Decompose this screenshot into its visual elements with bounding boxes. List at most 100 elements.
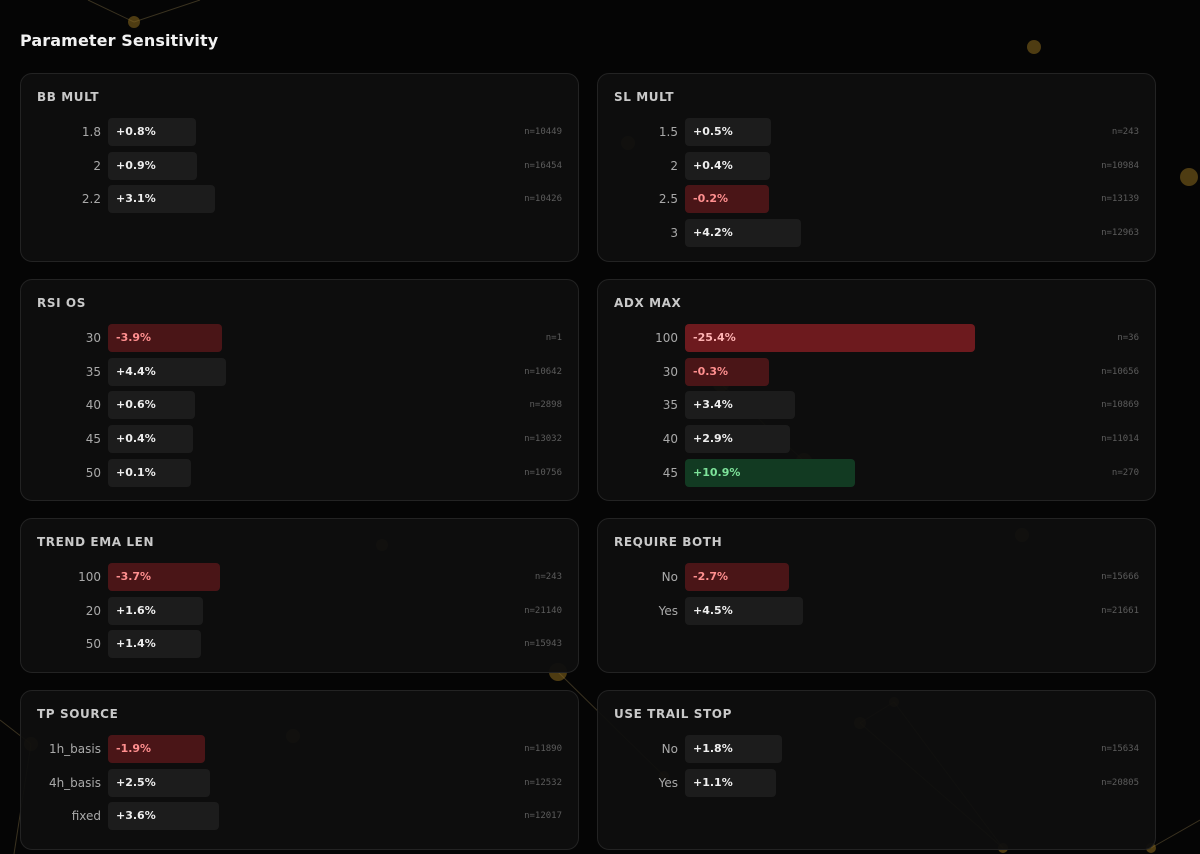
sensitivity-row: 40 +2.9% n=11014 [598, 425, 1155, 459]
sample-count: n=16454 [524, 160, 562, 171]
sensitivity-row: Yes +4.5% n=21661 [598, 596, 1155, 631]
network-link [87, 0, 135, 23]
card-title: SL MULT [614, 90, 675, 104]
value-bar: +3.4% [685, 391, 795, 420]
sensitivity-row: fixed +3.6% n=12017 [21, 802, 578, 836]
sensitivity-row: 100 -3.7% n=243 [21, 563, 578, 597]
sensitivity-card: RSI OS 30 -3.9% n=1 35 +4.4% n=10642 40 +0.6% n=2… [20, 279, 579, 501]
row-label: 40 [85, 398, 101, 413]
value-bar: -1.9% [108, 735, 205, 763]
row-label: Yes [658, 603, 678, 618]
row-label: 3 [670, 226, 678, 241]
value-bar: -0.3% [685, 357, 769, 386]
sensitivity-card: TREND EMA LEN 100 -3.7% n=243 20 +1.6% n=21140… [20, 518, 579, 673]
sensitivity-card: ADX MAX 100 -25.4% n=36 30 -0.3% n=10656 35 +3.4… [597, 279, 1156, 501]
row-label: 4h_basis [48, 775, 101, 790]
value-bar: +0.8% [108, 118, 196, 146]
row-label: 50 [85, 637, 101, 652]
row-label: 1.5 [658, 125, 678, 139]
card-rows: 1h_basis -1.9% n=11890 4h_basis +2.5% n=12532… [21, 735, 578, 836]
row-label: 100 [78, 570, 101, 584]
sample-count: n=12963 [1101, 228, 1139, 239]
sensitivity-row: 1h_basis -1.9% n=11890 [21, 735, 578, 769]
card-rows: 100 -3.7% n=243 20 +1.6% n=21140 50 +1.4% n=1594… [21, 563, 578, 664]
sensitivity-card: BB MULT 1.8 +0.8% n=10449 2 +0.9% n=16454 2.2 +3… [20, 73, 579, 262]
page-title: Parameter Sensitivity [20, 31, 219, 50]
sensitivity-row: 2.2 +3.1% n=10426 [21, 185, 578, 219]
sensitivity-card: USE TRAIL STOP No +1.8% n=15634 Yes +1.1% n=20… [597, 690, 1156, 850]
value-bar: +0.1% [108, 458, 191, 487]
sample-count: n=2898 [529, 400, 562, 411]
sensitivity-card: TP SOURCE 1h_basis -1.9% n=11890 4h_basis +2.… [20, 690, 579, 850]
row-label: 30 [662, 364, 678, 379]
card-title: TREND EMA LEN [37, 535, 155, 549]
value-bar: +0.9% [108, 151, 197, 180]
value-bar: +0.4% [685, 151, 770, 180]
sensitivity-row: 100 -25.4% n=36 [598, 324, 1155, 358]
card-title: REQUIRE BOTH [614, 535, 723, 549]
sample-count: n=243 [534, 572, 562, 582]
value-bar: +10.9% [685, 458, 855, 487]
network-node [1027, 40, 1041, 54]
value-bar: +0.5% [685, 118, 771, 146]
sample-count: n=15666 [1101, 572, 1139, 582]
sample-count: n=13032 [524, 434, 562, 445]
sample-count: n=1 [545, 333, 562, 343]
sample-count: n=20805 [1101, 777, 1139, 788]
sensitivity-card: REQUIRE BOTH No -2.7% n=15666 Yes +4.5% n=2166… [597, 518, 1156, 673]
value-bar: +4.2% [685, 219, 801, 248]
sample-count: n=10984 [1101, 160, 1139, 171]
sample-count: n=12532 [524, 777, 562, 788]
row-label: 1h_basis [48, 742, 101, 756]
row-label: 35 [662, 398, 678, 413]
row-label: 50 [85, 465, 101, 480]
value-bar: +3.1% [108, 185, 215, 214]
sample-count: n=12017 [524, 811, 562, 822]
card-title: ADX MAX [614, 296, 682, 310]
sensitivity-row: 2.5 -0.2% n=13139 [598, 185, 1155, 219]
row-label: 45 [85, 432, 101, 447]
card-rows: 30 -3.9% n=1 35 +4.4% n=10642 40 +0.6% n=2898 45 +… [21, 324, 578, 492]
row-label: 20 [85, 603, 101, 618]
row-label: No [661, 742, 678, 756]
sensitivity-row: 35 +3.4% n=10869 [598, 391, 1155, 425]
sample-count: n=11014 [1101, 434, 1139, 445]
sensitivity-row: 45 +10.9% n=270 [598, 458, 1155, 493]
value-bar: -3.7% [108, 563, 220, 591]
network-link [133, 0, 201, 23]
sensitivity-row: No +1.8% n=15634 [598, 735, 1155, 769]
sample-count: n=10449 [524, 127, 562, 137]
card-rows: 100 -25.4% n=36 30 -0.3% n=10656 35 +3.4% n=1086… [598, 324, 1155, 492]
sensitivity-card: SL MULT 1.5 +0.5% n=243 2 +0.4% n=10984 2.5 -0.2… [597, 73, 1156, 262]
row-label: 1.8 [81, 125, 101, 139]
sample-count: n=15634 [1101, 744, 1139, 754]
value-bar: +1.1% [685, 768, 776, 797]
network-node [1180, 168, 1198, 186]
sensitivity-row: 40 +0.6% n=2898 [21, 391, 578, 425]
card-rows: No -2.7% n=15666 Yes +4.5% n=21661 [598, 563, 1155, 630]
value-bar: +4.4% [108, 357, 226, 386]
sample-count: n=10656 [1101, 366, 1139, 377]
sample-count: n=10426 [524, 194, 562, 205]
sensitivity-row: Yes +1.1% n=20805 [598, 768, 1155, 803]
sample-count: n=11890 [524, 744, 562, 754]
value-bar: +0.4% [108, 425, 193, 454]
row-label: 2.2 [81, 192, 101, 207]
sample-count: n=10642 [524, 366, 562, 377]
value-bar: +1.8% [685, 735, 782, 763]
sensitivity-row: 2 +0.4% n=10984 [598, 151, 1155, 186]
sample-count: n=36 [1117, 333, 1139, 343]
sensitivity-row: No -2.7% n=15666 [598, 563, 1155, 597]
sensitivity-row: 30 -0.3% n=10656 [598, 357, 1155, 392]
card-rows: No +1.8% n=15634 Yes +1.1% n=20805 [598, 735, 1155, 802]
row-label: fixed [71, 809, 101, 824]
sensitivity-row: 20 +1.6% n=21140 [21, 596, 578, 631]
sensitivity-row: 50 +1.4% n=15943 [21, 630, 578, 664]
sensitivity-row: 1.5 +0.5% n=243 [598, 118, 1155, 152]
sensitivity-row: 2 +0.9% n=16454 [21, 151, 578, 186]
sensitivity-row: 45 +0.4% n=13032 [21, 425, 578, 459]
sample-count: n=270 [1111, 467, 1139, 478]
row-label: 2 [93, 158, 101, 173]
row-label: No [661, 570, 678, 584]
card-rows: 1.8 +0.8% n=10449 2 +0.9% n=16454 2.2 +3.1% n=10… [21, 118, 578, 219]
